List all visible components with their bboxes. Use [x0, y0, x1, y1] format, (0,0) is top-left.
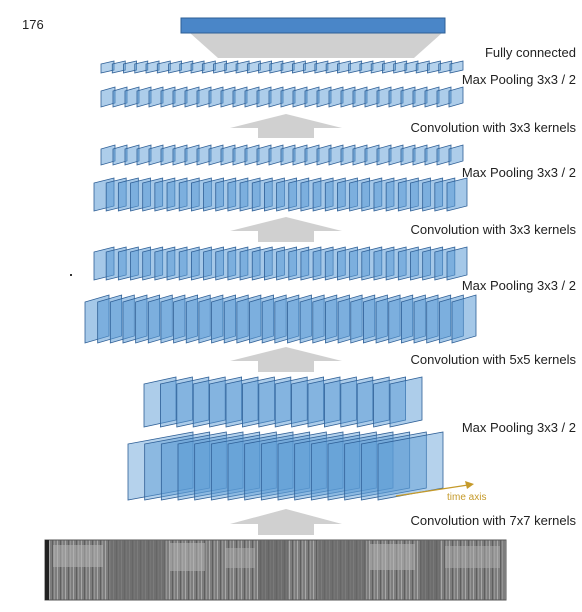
- label-convolution-3x3-lower: Convolution with 3x3 kernels: [410, 222, 576, 237]
- label-convolution-5x5: Convolution with 5x5 kernels: [410, 352, 576, 367]
- feature-map: [327, 431, 394, 501]
- feature-map: [224, 60, 239, 74]
- feature-map: [446, 177, 468, 212]
- feature-map: [325, 60, 340, 74]
- feature-map: [344, 431, 411, 501]
- feature-map: [370, 60, 385, 74]
- feature-map: [258, 60, 273, 74]
- feature-map: [303, 60, 318, 74]
- label-convolution-3x3-upper: Convolution with 3x3 kernels: [410, 120, 576, 135]
- feature-map: [213, 60, 227, 74]
- up-arrow-icon: [230, 217, 342, 242]
- feature-map: [277, 431, 344, 501]
- feature-map: [179, 60, 194, 74]
- feature-maps-pool-bottom: [143, 376, 423, 428]
- feature-map: [235, 60, 250, 74]
- feature-maps-conv7x7: [127, 431, 444, 501]
- feature-map: [310, 431, 377, 501]
- feature-map: [160, 431, 227, 501]
- feature-map: [348, 60, 363, 74]
- label-fully-connected: Fully connected: [484, 45, 576, 60]
- feature-map: [269, 60, 284, 74]
- feature-map: [246, 60, 261, 74]
- fully-connected-layer: [180, 17, 446, 58]
- feature-maps-conv5x5: [84, 294, 477, 344]
- feature-map: [127, 431, 194, 501]
- feature-map: [280, 60, 295, 74]
- feature-maps-pool-lower-mid: [93, 246, 468, 281]
- feature-map: [294, 431, 361, 501]
- feature-map: [377, 431, 444, 501]
- feature-map: [451, 294, 477, 344]
- feature-maps-conv3x3-upper: [100, 86, 464, 108]
- spectrogram-input: [44, 539, 507, 601]
- feature-map: [446, 246, 468, 281]
- feature-maps-pool-upper-mid: [100, 144, 464, 166]
- feature-map: [260, 431, 327, 501]
- page-number: 176: [22, 17, 44, 32]
- feature-map: [210, 431, 277, 501]
- feature-map: [111, 60, 126, 74]
- feature-map: [190, 60, 205, 74]
- time-axis-arrow: [395, 481, 474, 497]
- feature-map: [438, 60, 453, 74]
- label-max-pooling-bottom: Max Pooling 3x3 / 2: [461, 420, 576, 435]
- feature-map: [448, 144, 464, 166]
- feature-maps-conv3x3-lower: [93, 177, 468, 212]
- feature-map: [244, 431, 311, 501]
- feature-map: [415, 60, 430, 74]
- feature-map: [168, 60, 182, 74]
- feature-map: [393, 60, 408, 74]
- time-axis-label: time axis: [447, 492, 486, 503]
- feature-map: [404, 60, 419, 74]
- feature-map: [291, 60, 306, 74]
- stray-dot: [70, 274, 72, 276]
- feature-map: [360, 431, 427, 501]
- feature-map: [227, 431, 294, 501]
- feature-map: [448, 86, 464, 108]
- feature-map: [201, 60, 216, 74]
- feature-map: [123, 60, 137, 74]
- feature-map: [145, 60, 160, 74]
- feature-map: [359, 60, 374, 74]
- up-arrow-icon: [230, 114, 342, 138]
- feature-map: [382, 60, 396, 74]
- label-max-pooling-upper-mid: Max Pooling 3x3 / 2: [461, 165, 576, 180]
- feature-map: [449, 60, 464, 74]
- label-max-pooling-top: Max Pooling 3x3 / 2: [461, 72, 576, 87]
- up-arrow-icon: [230, 347, 342, 372]
- feature-map: [144, 431, 211, 501]
- feature-maps-pool-top: [100, 60, 464, 74]
- label-max-pooling-lower-mid: Max Pooling 3x3 / 2: [461, 278, 576, 293]
- feature-map: [314, 60, 329, 74]
- up-arrow-icon: [230, 509, 342, 535]
- feature-map: [100, 60, 115, 74]
- feature-map: [134, 60, 149, 74]
- feature-map: [337, 60, 351, 74]
- feature-map: [177, 431, 244, 501]
- feature-map: [427, 60, 441, 74]
- feature-map: [156, 60, 171, 74]
- label-convolution-7x7: Convolution with 7x7 kernels: [410, 513, 576, 528]
- feature-map: [194, 431, 261, 501]
- feature-map: [389, 376, 423, 428]
